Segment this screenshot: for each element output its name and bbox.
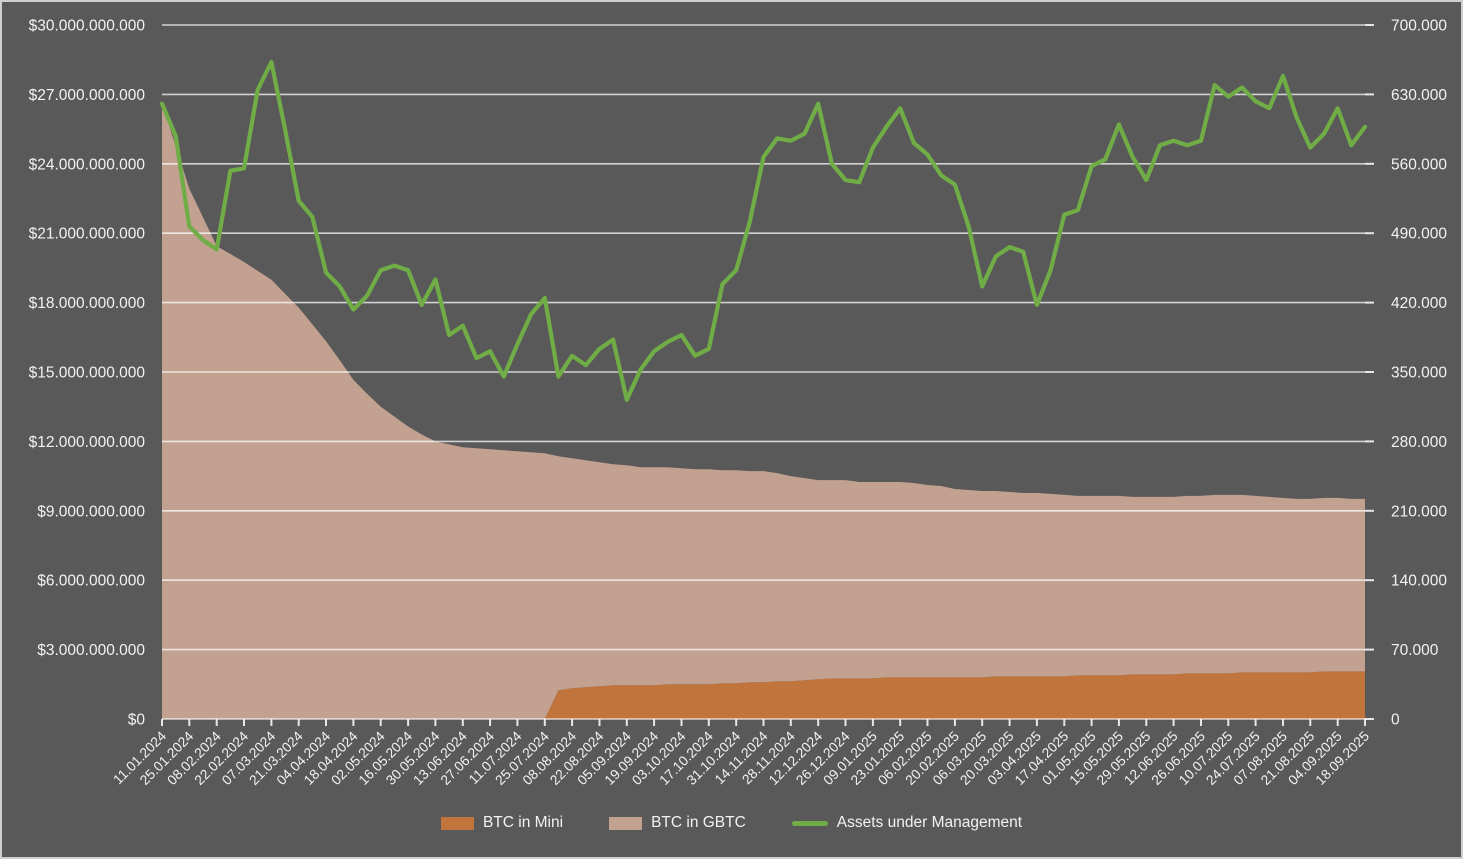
y-left-axis-label: $9.000.000.000 <box>37 503 145 520</box>
chart-legend: BTC in Mini BTC in GBTC Assets under Man… <box>2 814 1461 832</box>
legend-label-mini: BTC in Mini <box>482 814 564 831</box>
legend-item-btc-in-mini[interactable]: BTC in Mini <box>440 814 564 832</box>
legend-item-aum[interactable]: Assets under Management <box>791 814 1023 832</box>
aum-line[interactable] <box>159 59 1368 402</box>
y-left-axis-label: $15.000.000.000 <box>29 365 146 382</box>
y-left-axis-label: $6.000.000.000 <box>37 573 145 590</box>
y-left-axis-label: $12.000.000.000 <box>29 434 146 451</box>
mini-area-swatch-icon <box>440 816 474 830</box>
btc-in-gbtc-area[interactable] <box>162 103 1365 720</box>
y-left-axis-label: $21.000.000.000 <box>29 226 146 243</box>
y-right-axis-label: 700.000 <box>1391 18 1447 35</box>
y-right-axis-label: 140.000 <box>1391 573 1447 590</box>
y-right-axis-label: 560.000 <box>1391 156 1447 173</box>
y-right-axis-label: 0 <box>1391 712 1400 729</box>
y-right-axis-label: 420.000 <box>1391 295 1447 312</box>
y-right-axis-label: 350.000 <box>1391 365 1447 382</box>
y-right-axis-label: 490.000 <box>1391 226 1447 243</box>
y-right-axis-label: 70.000 <box>1391 642 1439 659</box>
y-right-axis-label: 280.000 <box>1391 434 1447 451</box>
y-left-axis-label: $18.000.000.000 <box>29 295 146 312</box>
aum-line-swatch-icon <box>791 820 828 826</box>
gbtc-area-swatch-icon <box>609 816 643 830</box>
legend-label-gbtc: BTC in GBTC <box>651 814 746 831</box>
y-left-axis-label: $0 <box>128 712 146 729</box>
y-right-axis-label: 210.000 <box>1391 503 1447 520</box>
y-right-axis-label: 630.000 <box>1391 87 1447 104</box>
btc-in-mini-area[interactable] <box>162 671 1365 719</box>
y-left-axis-label: $3.000.000.000 <box>37 642 145 659</box>
y-left-axis-label: $27.000.000.000 <box>29 87 146 104</box>
y-left-axis-label: $30.000.000.000 <box>29 18 146 35</box>
legend-item-btc-in-gbtc[interactable]: BTC in GBTC <box>609 814 746 832</box>
y-left-axis-label: $24.000.000.000 <box>29 156 146 173</box>
legend-label-aum: Assets under Management <box>836 814 1023 831</box>
